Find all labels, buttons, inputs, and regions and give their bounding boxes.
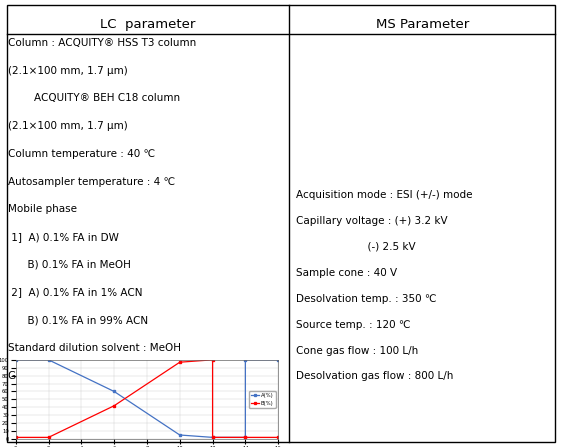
Text: B) 0.1% FA in 99% ACN: B) 0.1% FA in 99% ACN: [8, 315, 148, 325]
B(%): [209, 434, 216, 440]
Text: (2.1×100 mm, 1.7 μm): (2.1×100 mm, 1.7 μm): [8, 121, 128, 131]
Text: Capillary voltage : (+) 3.2 kV: Capillary voltage : (+) 3.2 kV: [296, 216, 448, 226]
Text: MS Parameter: MS Parameter: [376, 18, 469, 31]
Text: Column : ACQUITY® HSS T3 column: Column : ACQUITY® HSS T3 column: [8, 38, 197, 48]
Text: 2]  A) 0.1% FA in 1% ACN: 2] A) 0.1% FA in 1% ACN: [8, 287, 143, 297]
Text: 1]  A) 0.1% FA in DW: 1] A) 0.1% FA in DW: [8, 232, 119, 242]
Text: Column temperature : 40 ℃: Column temperature : 40 ℃: [8, 149, 156, 159]
B(%): [275, 434, 282, 440]
Text: ACQUITY® BEH C18 column: ACQUITY® BEH C18 column: [8, 93, 180, 103]
Text: (-) 2.5 kV: (-) 2.5 kV: [296, 242, 416, 252]
Legend: A(%), B(%): A(%), B(%): [248, 391, 275, 408]
A(%): [111, 389, 117, 394]
Text: Cone gas flow : 100 L/h: Cone gas flow : 100 L/h: [296, 346, 419, 355]
B(%): [45, 434, 52, 440]
A(%): [176, 432, 183, 438]
B(%): [176, 359, 183, 365]
Text: Sample cone : 40 V: Sample cone : 40 V: [296, 268, 397, 278]
A(%): [275, 357, 282, 363]
Text: Desolvation temp. : 350 ℃: Desolvation temp. : 350 ℃: [296, 294, 437, 304]
Text: B) 0.1% FA in MeOH: B) 0.1% FA in MeOH: [8, 260, 132, 270]
Text: Gradient condition: Gradient condition: [8, 371, 106, 380]
Text: Desolvation gas flow : 800 L/h: Desolvation gas flow : 800 L/h: [296, 371, 454, 381]
Text: Source temp. : 120 ℃: Source temp. : 120 ℃: [296, 320, 411, 329]
Line: A(%): A(%): [15, 358, 279, 439]
Text: (2.1×100 mm, 1.7 μm): (2.1×100 mm, 1.7 μm): [8, 66, 128, 76]
B(%): [12, 434, 19, 440]
Text: LC  parameter: LC parameter: [101, 18, 196, 31]
B(%): [242, 434, 249, 440]
A(%): [209, 434, 216, 440]
B(%): [111, 403, 117, 409]
Text: Acquisition mode : ESI (+/-) mode: Acquisition mode : ESI (+/-) mode: [296, 190, 473, 200]
Text: Mobile phase: Mobile phase: [8, 204, 78, 214]
A(%): [242, 357, 249, 363]
Line: B(%): B(%): [15, 358, 279, 439]
A(%): [242, 434, 249, 440]
Text: Standard dilution solvent : MeOH: Standard dilution solvent : MeOH: [8, 343, 182, 353]
A(%): [12, 357, 19, 363]
Text: Autosampler temperature : 4 ℃: Autosampler temperature : 4 ℃: [8, 177, 175, 186]
A(%): [45, 357, 52, 363]
B(%): [209, 357, 216, 363]
